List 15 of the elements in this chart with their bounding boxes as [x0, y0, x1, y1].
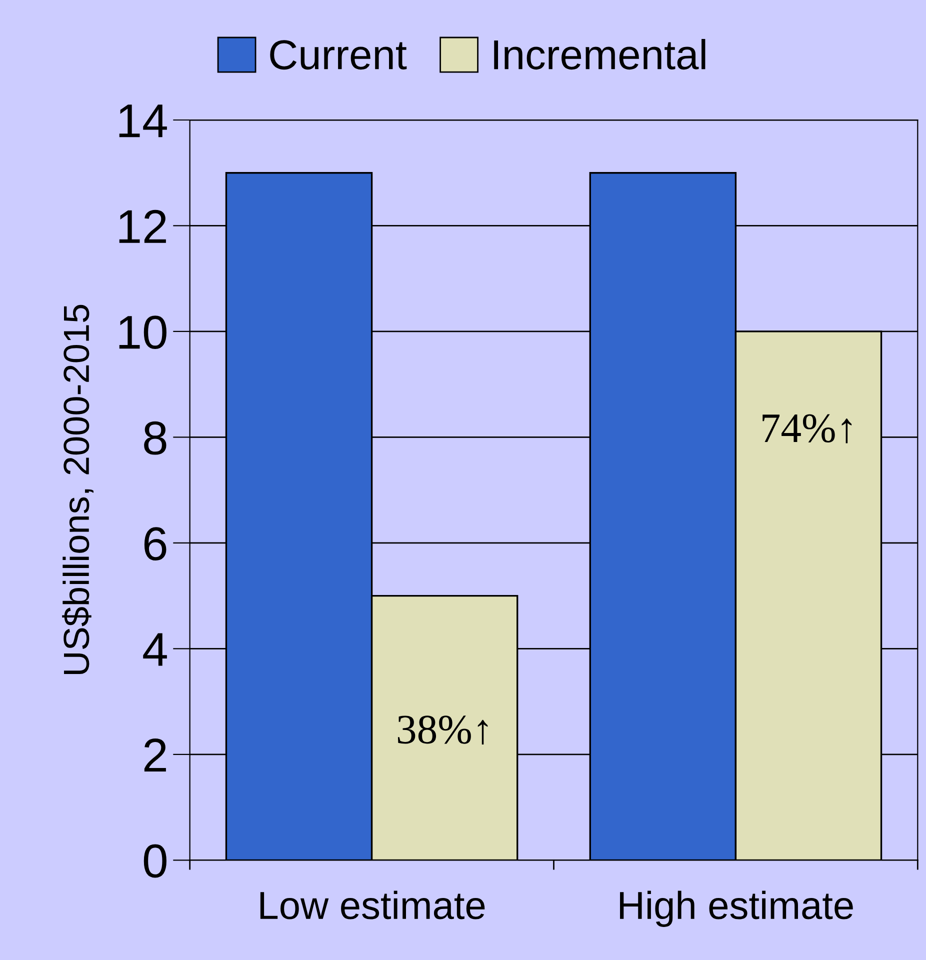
y-tick-label: 0 [144, 844, 166, 878]
annotation: 38%↑ [398, 716, 488, 745]
y-tick-label: 8 [144, 421, 166, 455]
x-tick-label: High estimate [620, 890, 853, 927]
y-tick-label: 10 [119, 316, 166, 350]
y-tick-label: 12 [119, 210, 166, 243]
y-tick-label: 14 [119, 104, 167, 138]
annotation: 74%↑ [762, 414, 852, 444]
y-axis-title: US$billions, 2000-2015 [62, 304, 94, 674]
y-tick-label: 2 [144, 738, 166, 772]
y-tick-label: 6 [144, 527, 166, 561]
legend-label: Current [270, 40, 407, 70]
legend-label: Incremental [494, 38, 706, 70]
y-tick-label: 4 [143, 633, 167, 666]
x-tick-label: Low estimate [260, 890, 485, 920]
